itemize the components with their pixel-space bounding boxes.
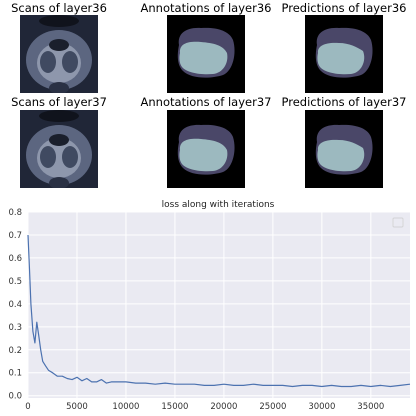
- annotation-title-layer36: Annotations of layer36: [140, 1, 272, 15]
- prediction-title-layer37: Predictions of layer37: [281, 95, 407, 109]
- y-tick-label: 0.7: [8, 231, 22, 241]
- grid-lines: [27, 211, 410, 398]
- plot-area: [28, 212, 410, 398]
- x-tick-label: 15000: [161, 402, 188, 412]
- annotation-image-layer36: [167, 15, 245, 93]
- x-tick-label: 0: [25, 402, 30, 412]
- x-tick-label: 35000: [357, 402, 384, 412]
- prediction-image-layer36: [305, 15, 383, 93]
- legend-box: [392, 217, 404, 228]
- prediction-title-layer36: Predictions of layer36: [281, 1, 407, 15]
- scan-title-layer36: Scans of layer36: [11, 1, 107, 15]
- y-tick-label: 0.6: [8, 254, 22, 264]
- x-tick-label: 30000: [308, 402, 335, 412]
- x-tick-labels: 0 5000 10000 15000 20000 25000 30000 35000: [25, 402, 384, 412]
- y-tick-label: 0.0: [8, 392, 22, 402]
- x-tick-label: 5000: [66, 402, 88, 412]
- x-tick-label: 25000: [259, 402, 286, 412]
- y-tick-label: 0.8: [8, 208, 22, 218]
- loss-chart: loss along with iterations 0 5000 10000 150…: [8, 200, 411, 412]
- loss-series-line: [27, 234, 411, 388]
- y-tick-label: 0.5: [8, 277, 22, 287]
- scan-image-layer36: [20, 15, 98, 93]
- scan-title-layer37: Scans of layer37: [11, 95, 107, 109]
- y-tick-labels: 0.0 0.1 0.2 0.3 0.4 0.5 0.6 0.7 0.8: [8, 208, 22, 402]
- y-tick-label: 0.2: [8, 346, 22, 356]
- chart-title: loss along with iterations: [162, 200, 275, 210]
- y-tick-label: 0.4: [8, 300, 22, 310]
- x-tick-label: 10000: [112, 402, 139, 412]
- prediction-image-layer37: [305, 110, 383, 188]
- y-tick-label: 0.3: [8, 323, 22, 333]
- y-tick-label: 0.1: [8, 369, 22, 379]
- annotation-image-layer37: [167, 110, 245, 188]
- scan-image-layer37: [20, 110, 98, 188]
- annotation-title-layer37: Annotations of layer37: [140, 95, 272, 109]
- x-tick-label: 20000: [210, 402, 237, 412]
